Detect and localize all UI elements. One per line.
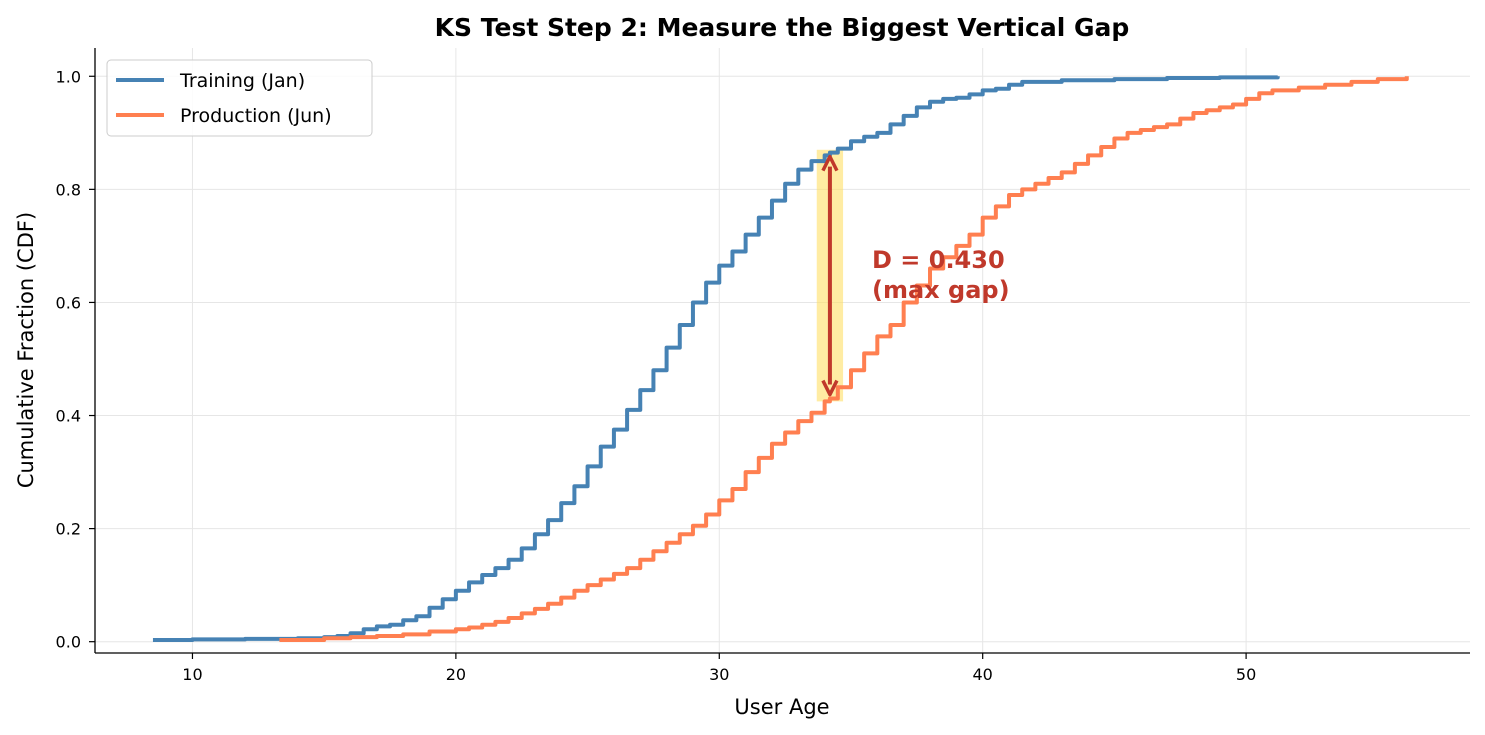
legend: Training (Jan) Production (Jun) [106, 59, 373, 137]
y-tick-label: 0.8 [56, 180, 81, 199]
legend-label-production: Production (Jun) [180, 105, 332, 127]
annotation-layer: D = 0.430(max gap) [821, 154, 1010, 397]
y-tick-label: 0.2 [56, 520, 81, 539]
y-tick-label: 1.0 [56, 67, 81, 86]
series-line-production [279, 76, 1409, 642]
x-axis-label: User Age [734, 695, 829, 719]
y-tick-label: 0.0 [56, 633, 81, 652]
annotation-text-d: D = 0.430 [872, 246, 1005, 274]
legend-box [106, 59, 373, 137]
x-tick-label: 40 [973, 665, 993, 684]
gap-arrow-head-top [821, 154, 839, 172]
y-tick-label: 0.4 [56, 407, 81, 426]
x-tick-label: 20 [446, 665, 466, 684]
axes [94, 48, 1470, 654]
gap-arrow-head-bottom [821, 379, 839, 397]
series-line-training [152, 75, 1280, 642]
gridlines [95, 48, 1470, 653]
chart-title: KS Test Step 2: Measure the Biggest Vert… [435, 13, 1130, 42]
ticks: 10 20 30 40 50 0.0 0.2 0.4 0.6 0.8 1.0 [56, 67, 1257, 684]
series-layer [152, 75, 1409, 642]
y-tick-label: 0.6 [56, 293, 81, 312]
x-tick-label: 10 [182, 665, 202, 684]
x-tick-label: 50 [1236, 665, 1256, 684]
y-axis-label: Cumulative Fraction (CDF) [14, 212, 38, 488]
x-tick-label: 30 [709, 665, 729, 684]
annotation-text-max-gap: (max gap) [872, 276, 1010, 304]
legend-label-training: Training (Jan) [179, 70, 305, 92]
